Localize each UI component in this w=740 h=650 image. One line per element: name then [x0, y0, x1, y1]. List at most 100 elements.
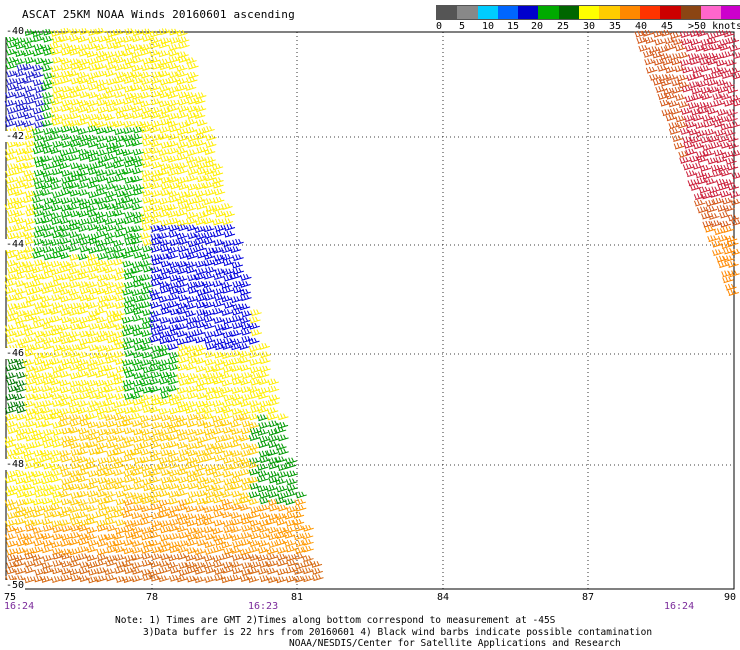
- wind-barb: [168, 324, 181, 332]
- wind-barb: [728, 44, 740, 52]
- wind-barb: [24, 365, 37, 373]
- wind-barb: [186, 217, 198, 225]
- wind-barb: [168, 86, 180, 94]
- wind-barb: [33, 505, 46, 513]
- wind-barb: [34, 330, 46, 338]
- wind-barb: [114, 527, 127, 535]
- wind-barb: [95, 120, 107, 128]
- wind-barb: [22, 261, 35, 269]
- wind-barb: [238, 414, 251, 421]
- wind-barb: [122, 97, 135, 105]
- wind-barb: [113, 64, 126, 72]
- wind-barb: [123, 520, 136, 528]
- wind-barb: [249, 391, 262, 399]
- wind-barb: [142, 196, 154, 204]
- wind-barb: [52, 526, 64, 534]
- wind-barb: [79, 261, 91, 268]
- wind-barb: [13, 554, 26, 562]
- wind-barb: [42, 462, 54, 470]
- wind-barb: [248, 468, 261, 476]
- wind-barb: [86, 181, 99, 189]
- wind-barb: [106, 540, 118, 548]
- wind-barb: [223, 224, 236, 231]
- wind-barb: [97, 203, 110, 210]
- wind-barb: [114, 554, 127, 562]
- wind-barb: [159, 540, 171, 548]
- wind-barb: [50, 503, 63, 511]
- wind-barb: [112, 373, 125, 381]
- wind-barb: [220, 419, 233, 427]
- wind-barb: [97, 413, 109, 421]
- wind-barb: [86, 217, 99, 225]
- wind-barb: [221, 343, 234, 350]
- wind-barb: [85, 462, 98, 470]
- wind-barb: [707, 32, 719, 40]
- wind-barb: [85, 370, 98, 378]
- wind-barb: [693, 71, 705, 79]
- wind-barb: [717, 261, 730, 269]
- wind-barb: [178, 252, 191, 260]
- wind-barb: [51, 168, 64, 176]
- wind-barb: [257, 546, 270, 554]
- wind-barb: [60, 337, 72, 345]
- wind-barb: [68, 231, 81, 239]
- wind-barb: [59, 217, 71, 225]
- wind-barb: [114, 224, 126, 232]
- wind-barb: [95, 352, 108, 359]
- wind-barb: [728, 67, 740, 75]
- wind-barb: [140, 400, 153, 408]
- wind-barb: [95, 50, 108, 58]
- wind-barb: [95, 135, 107, 143]
- wind-barb: [50, 106, 62, 114]
- wind-barb: [24, 57, 37, 64]
- wind-barb: [693, 199, 706, 207]
- wind-barb: [104, 330, 117, 338]
- wind-barb: [114, 393, 127, 401]
- wind-barb: [70, 574, 82, 582]
- wind-barb: [103, 126, 116, 134]
- wind-barb: [257, 392, 269, 400]
- wind-barb: [50, 29, 62, 37]
- wind-barb: [679, 128, 692, 135]
- wind-barb: [114, 546, 126, 553]
- wind-barb: [689, 58, 701, 66]
- wind-barb: [203, 454, 215, 462]
- wind-barb: [34, 533, 46, 540]
- wind-barb: [150, 106, 162, 114]
- wind-barb: [194, 336, 207, 344]
- wind-barb: [6, 561, 18, 569]
- wind-barb: [249, 457, 261, 465]
- wind-barb: [158, 398, 171, 406]
- wind-barb: [96, 484, 109, 492]
- wind-barb: [86, 441, 98, 449]
- wind-barb: [34, 182, 46, 190]
- wind-barb: [178, 464, 190, 472]
- wind-barb: [159, 85, 171, 93]
- wind-barb: [203, 148, 216, 156]
- wind-barb: [94, 359, 107, 366]
- wind-barb: [42, 246, 55, 254]
- wind-barb: [24, 471, 37, 479]
- wind-barb: [132, 225, 144, 233]
- wind-barb: [312, 574, 324, 582]
- wind-barb: [694, 122, 707, 130]
- wind-barb: [32, 71, 44, 79]
- wind-barb: [708, 213, 720, 220]
- wind-barb: [142, 574, 154, 582]
- wind-barb: [130, 245, 143, 253]
- wind-barb: [212, 560, 225, 568]
- wind-barb: [6, 209, 19, 217]
- wind-barb: [302, 555, 314, 563]
- wind-barb: [726, 109, 738, 117]
- wind-barb: [229, 420, 242, 428]
- wind-barb: [22, 63, 35, 71]
- wind-barb: [275, 576, 288, 584]
- wind-barb: [202, 217, 215, 225]
- wind-barb: [5, 330, 17, 338]
- wind-barb: [59, 420, 71, 427]
- wind-barb: [69, 281, 81, 289]
- wind-barb: [123, 92, 136, 100]
- wind-barb: [76, 307, 89, 315]
- wind-barb: [158, 331, 171, 339]
- wind-barb: [40, 104, 53, 112]
